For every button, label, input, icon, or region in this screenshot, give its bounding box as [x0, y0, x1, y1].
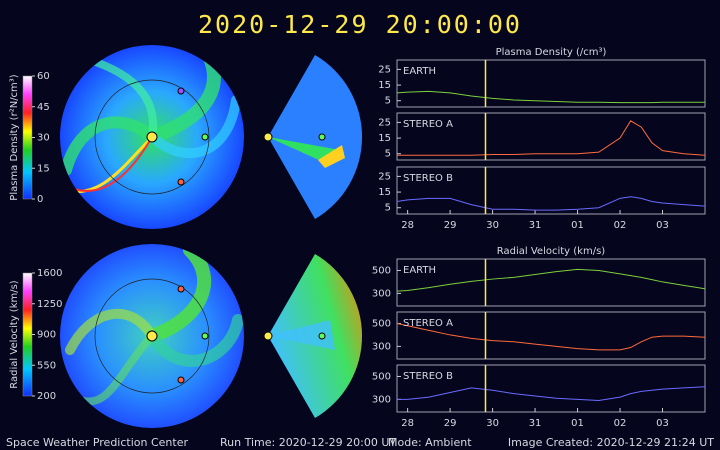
series-label: STEREO B [403, 371, 453, 382]
panel [396, 364, 706, 413]
x-tick-label: 03 [656, 220, 669, 231]
colorbar [22, 75, 33, 200]
colorbar-label: Plasma Density (r²N/cm³) [9, 74, 20, 201]
y-tick-label: 15 [378, 187, 391, 198]
colorbar-tick-label: 1250 [37, 299, 62, 310]
y-tick-label: 25 [378, 171, 391, 182]
x-tick-label: 31 [529, 418, 542, 429]
y-tick-label: 5 [385, 149, 391, 160]
colorbar-tick-label: 0 [37, 194, 43, 205]
footer-created: Image Created: 2020-12-29 21:24 UT [508, 436, 714, 449]
x-tick-label: 28 [401, 418, 414, 429]
title: 2020-12-29 20:00:00 [198, 10, 522, 39]
panel [396, 166, 706, 215]
y-tick-label: 15 [378, 80, 391, 91]
panel-title: Radial Velocity (km/s) [497, 246, 605, 257]
colorbar [22, 272, 33, 397]
density-disk [60, 45, 363, 229]
y-tick-label: 15 [378, 133, 391, 144]
series-label: STEREO B [403, 173, 453, 184]
colorbar-tick-label: 45 [37, 102, 50, 113]
colorbar-tick-label: 900 [37, 330, 56, 341]
x-tick-label: 29 [444, 418, 457, 429]
series-label: EARTH [403, 265, 436, 276]
x-tick-label: 03 [656, 418, 669, 429]
series-line [396, 268, 706, 292]
colorbar-label: Radial Velocity (km/s) [9, 280, 20, 388]
colorbar-tick-label: 200 [37, 391, 56, 402]
y-tick-label: 300 [372, 341, 391, 352]
colorbar-tick-label: 1600 [37, 268, 62, 279]
y-tick-label: 5 [385, 96, 391, 107]
x-tick-label: 28 [401, 220, 414, 231]
y-tick-label: 500 [372, 318, 391, 329]
colorbar-tick-label: 550 [37, 360, 56, 371]
colorbar-tick-label: 15 [37, 163, 50, 174]
x-tick-label: 02 [614, 220, 627, 231]
y-tick-label: 300 [372, 394, 391, 405]
y-tick-label: 5 [385, 203, 391, 214]
series-label: STEREO A [403, 119, 453, 130]
series-line [396, 90, 705, 104]
x-tick-label: 30 [486, 418, 499, 429]
colorbar-tick-label: 30 [37, 133, 50, 144]
series-line [396, 322, 706, 351]
panel [396, 311, 706, 360]
velocity-disk [60, 244, 363, 428]
x-tick-label: 31 [529, 220, 542, 231]
panel [396, 112, 706, 161]
panel [396, 258, 706, 307]
x-tick-label: 30 [486, 220, 499, 231]
y-tick-label: 25 [378, 117, 391, 128]
footer-left: Space Weather Prediction Center [6, 436, 188, 449]
series-label: STEREO A [403, 318, 453, 329]
series-line [396, 196, 706, 211]
footer-run-time: Run Time: 2020-12-29 20:00 UT [220, 436, 396, 449]
colorbar-tick-label: 60 [37, 71, 50, 82]
y-tick-label: 500 [372, 265, 391, 276]
y-tick-label: 300 [372, 288, 391, 299]
y-tick-label: 25 [378, 64, 391, 75]
series-line [397, 120, 706, 156]
x-tick-label: 02 [614, 418, 627, 429]
x-tick-label: 01 [571, 418, 584, 429]
footer-mode: Mode: Ambient [388, 436, 472, 449]
x-tick-label: 29 [444, 220, 457, 231]
x-tick-label: 01 [571, 220, 584, 231]
panel [396, 59, 706, 108]
panel-title: Plasma Density (/cm³) [496, 47, 607, 58]
y-tick-label: 500 [372, 371, 391, 382]
series-line [397, 386, 706, 402]
series-label: EARTH [403, 66, 436, 77]
